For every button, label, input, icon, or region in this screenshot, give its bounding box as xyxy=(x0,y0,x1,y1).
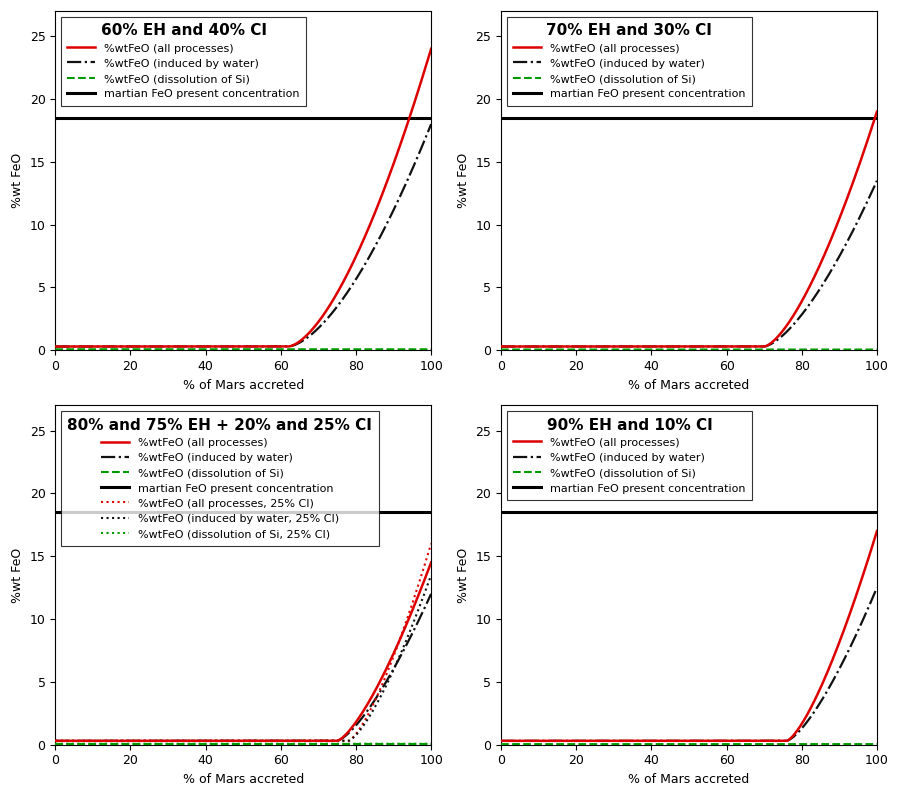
X-axis label: % of Mars accreted: % of Mars accreted xyxy=(183,379,304,391)
Y-axis label: %wt FeO: %wt FeO xyxy=(457,548,470,603)
Legend: %wtFeO (all processes), %wtFeO (induced by water), %wtFeO (dissolution of Si), m: %wtFeO (all processes), %wtFeO (induced … xyxy=(507,411,752,501)
X-axis label: % of Mars accreted: % of Mars accreted xyxy=(628,773,750,786)
Y-axis label: %wt FeO: %wt FeO xyxy=(11,153,24,208)
X-axis label: % of Mars accreted: % of Mars accreted xyxy=(183,773,304,786)
Legend: %wtFeO (all processes), %wtFeO (induced by water), %wtFeO (dissolution of Si), m: %wtFeO (all processes), %wtFeO (induced … xyxy=(507,17,752,106)
X-axis label: % of Mars accreted: % of Mars accreted xyxy=(628,379,750,391)
Y-axis label: %wt FeO: %wt FeO xyxy=(11,548,24,603)
Y-axis label: %wt FeO: %wt FeO xyxy=(457,153,470,208)
Legend: %wtFeO (all processes), %wtFeO (induced by water), %wtFeO (dissolution of Si), m: %wtFeO (all processes), %wtFeO (induced … xyxy=(61,411,379,546)
Legend: %wtFeO (all processes), %wtFeO (induced by water), %wtFeO (dissolution of Si), m: %wtFeO (all processes), %wtFeO (induced … xyxy=(61,17,306,106)
